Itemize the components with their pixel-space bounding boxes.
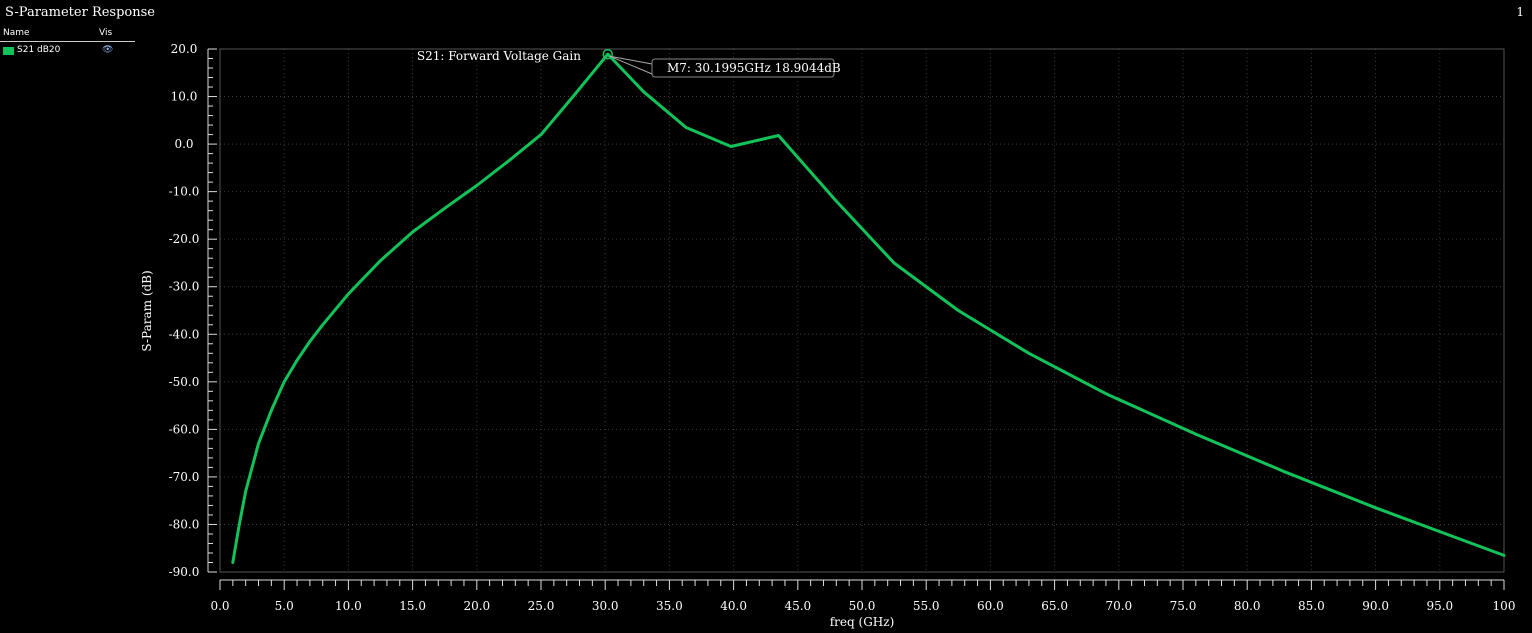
plot-frame: [219, 48, 1505, 573]
legend-col-vis: Vis: [99, 28, 113, 38]
legend-color-swatch: [3, 47, 14, 55]
x-tick-label: 100: [1493, 599, 1516, 613]
legend-panel: Name Vis S21 dB20 👁: [0, 26, 135, 60]
marker-label-box: [651, 58, 835, 78]
x-tick-label: 40.0: [720, 599, 747, 613]
x-tick-label: 85.0: [1298, 599, 1325, 613]
y-tick-label: -90.0: [169, 565, 200, 579]
y-tick-label: -80.0: [169, 517, 200, 531]
y-axis-label: S-Param (dB): [140, 270, 154, 351]
y-tick-label: 20.0: [171, 42, 198, 56]
marker-leader: [609, 55, 653, 65]
marker-label: M7: 30.1995GHz 18.9044dB: [667, 61, 841, 75]
y-tick-label: -40.0: [169, 327, 200, 341]
x-tick-label: 55.0: [913, 599, 940, 613]
page-number: 1: [1516, 5, 1524, 19]
x-tick-label: 70.0: [1105, 599, 1132, 613]
chart-title: S21: Forward Voltage Gain: [417, 49, 581, 63]
axes: 20.0 10.0 0.0 -10.0 -20.0 -30.0 -40.0 -50.0 -60.…: [169, 42, 1516, 613]
grid: [220, 49, 1504, 572]
x-tick-label: 15.0: [399, 599, 426, 613]
y-tick-label: -50.0: [169, 375, 200, 389]
legend-item-label: S21 dB20: [17, 45, 61, 55]
x-tick-label: 10.0: [335, 599, 362, 613]
y-tick-label: 10.0: [171, 90, 198, 104]
x-tick-label: 60.0: [977, 599, 1004, 613]
y-tick-label: -70.0: [169, 470, 200, 484]
x-axis-label: freq (GHz): [830, 615, 895, 629]
marker-point: [602, 48, 614, 60]
x-tick-label: 65.0: [1041, 599, 1068, 613]
x-tick-label: 95.0: [1426, 599, 1453, 613]
legend-col-name: Name: [3, 28, 30, 38]
y-tick-label: -30.0: [169, 280, 200, 294]
x-tick-label: 75.0: [1170, 599, 1197, 613]
eye-icon[interactable]: 👁: [102, 45, 114, 55]
x-tick-label: 80.0: [1234, 599, 1261, 613]
x-tick-label: 0.0: [210, 599, 229, 613]
x-tick-label: 5.0: [275, 599, 294, 613]
window-title: S-Parameter Response: [5, 5, 155, 20]
series-layer: [231, 52, 1506, 564]
x-tick-label: 30.0: [592, 599, 619, 613]
marker-dot: [606, 52, 610, 56]
y-tick-label: -10.0: [169, 185, 200, 199]
x-tick-label: 25.0: [528, 599, 555, 613]
x-tick-label: 50.0: [849, 599, 876, 613]
y-tick-label: -60.0: [169, 422, 200, 436]
x-tick-label: 35.0: [656, 599, 683, 613]
legend-item-s21[interactable]: S21 dB20 👁: [0, 42, 135, 60]
marker-layer[interactable]: M7: 30.1995GHz 18.9044dB: [602, 48, 841, 78]
x-tick-label: 20.0: [463, 599, 490, 613]
x-tick-label: 90.0: [1362, 599, 1389, 613]
x-tick-label: 45.0: [784, 599, 811, 613]
y-tick-label: 0.0: [174, 137, 193, 151]
marker-leader: [609, 55, 653, 75]
legend-header: Name Vis: [0, 26, 135, 42]
y-tick-label: -20.0: [169, 232, 200, 246]
series-line-s21: [231, 52, 1506, 564]
